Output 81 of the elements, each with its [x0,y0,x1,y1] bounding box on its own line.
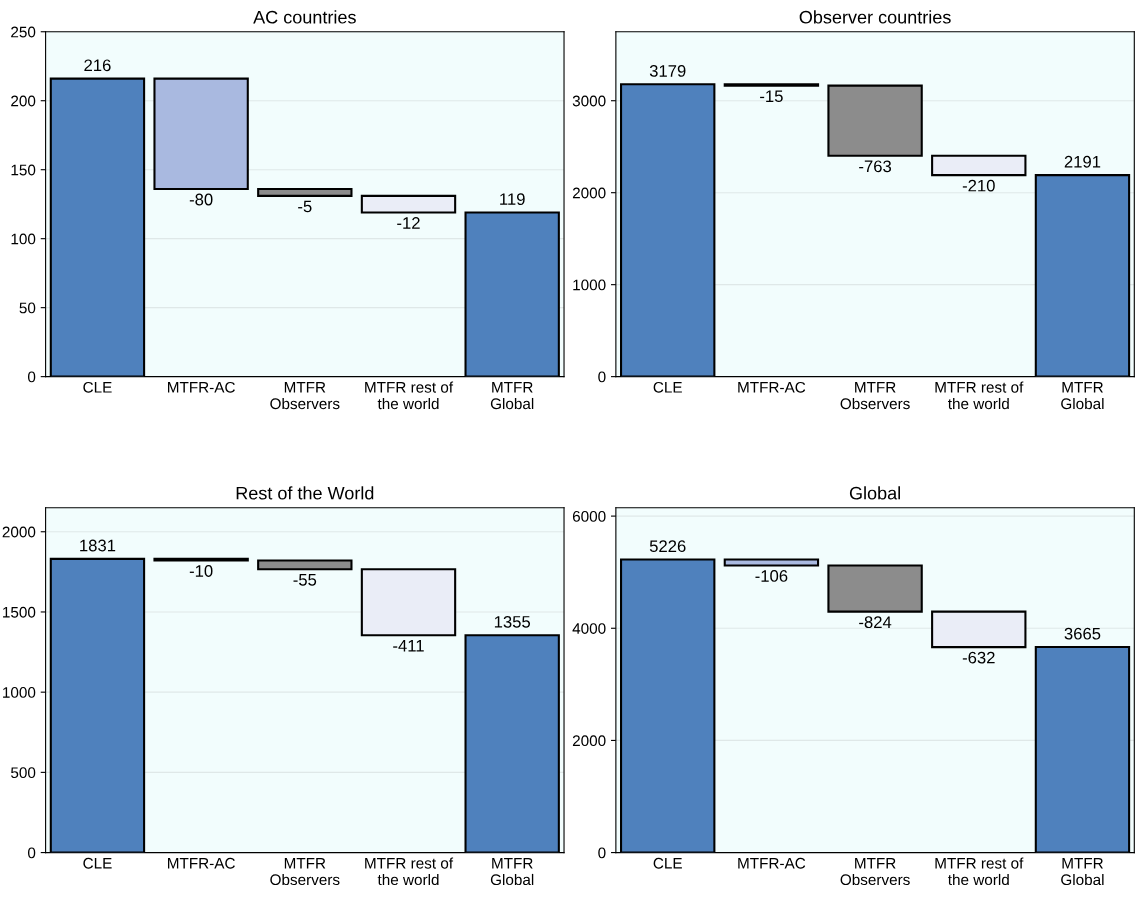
bar [257,559,353,571]
y-tick-label: 2000 [572,187,606,199]
y-tick-label: 500 [11,767,36,779]
y-tick-label: 50 [19,302,36,314]
bar [620,558,716,853]
data-label: -55 [293,574,317,586]
data-label: -632 [962,651,995,664]
chart-title: AC countries [253,10,356,24]
bar [49,557,146,853]
bar [464,634,560,853]
bar [620,83,716,377]
x-tick-label: MTFR rest of the world [935,857,1024,886]
bar [931,610,1027,649]
data-label: 2191 [1064,155,1101,168]
y-tick-label: 2000 [2,526,36,538]
bar [257,187,353,197]
x-tick-label: CLE [83,857,112,869]
data-label: 3179 [649,65,686,77]
y-tick-label: 100 [11,233,36,245]
x-tick-label: MTFR-AC [168,857,235,869]
data-label: 216 [84,59,111,72]
x-tick-label: CLE [83,381,112,393]
bar [49,77,146,377]
x-tick-label: MTFR-AC [168,381,235,393]
y-tick-label: 150 [11,164,36,176]
data-label: -12 [397,217,420,229]
bar [827,564,923,613]
x-tick-label: MTFR rest of the world [365,857,454,886]
chart-title: Rest of the World [236,486,374,500]
y-tick-label: 4000 [572,623,606,634]
bar [464,211,560,377]
x-tick-label: MTFR Observers [270,382,340,410]
data-label: 1831 [80,539,116,552]
y-tick-label: 1000 [3,687,36,698]
data-label: -80 [189,193,213,206]
x-tick-label: MTFR Global [490,382,534,410]
chart-title: Observer countries [799,10,951,24]
data-label: -106 [755,570,788,582]
y-tick-label: 6000 [572,510,606,522]
data-label: -763 [859,160,892,173]
bar [360,568,457,637]
data-label: 119 [500,193,525,206]
data-label: 1355 [494,615,531,628]
bar [827,84,923,157]
y-tick-label: 2000 [572,735,606,747]
x-tick-label: MTFR Global [1061,858,1104,886]
data-label: 3665 [1064,627,1101,640]
y-tick-label: 0 [598,847,606,859]
y-tick-label: 0 [27,847,36,859]
y-tick-label: 1000 [573,279,606,291]
y-tick-label: 0 [27,371,36,383]
data-label: -15 [760,90,783,103]
bar [1034,174,1131,377]
data-label: 5226 [649,540,686,553]
y-tick-label: 1500 [3,606,36,618]
x-tick-label: MTFR Global [490,858,534,886]
y-tick-label: 200 [11,95,36,107]
bar [153,77,249,191]
data-label: -5 [298,200,312,213]
y-tick-label: 3000 [572,95,606,107]
y-tick-label: 250 [11,26,36,38]
x-tick-label: MTFR Observers [840,858,910,886]
x-tick-label: MTFR rest of the world [935,381,1024,410]
x-tick-label: MTFR rest of the world [365,381,454,410]
x-tick-label: MTFR-AC [738,381,806,393]
x-tick-label: CLE [653,381,682,393]
y-tick-label: 0 [598,371,606,383]
x-tick-label: CLE [653,857,682,869]
bar [1034,646,1131,853]
bar [723,558,820,567]
bar [931,154,1027,177]
data-label: -824 [859,616,892,629]
data-label: -10 [189,565,213,577]
x-tick-label: MTFR Global [1061,382,1104,410]
bar [360,194,457,214]
x-tick-label: MTFR Observers [840,382,910,410]
chart-title: Global [849,486,900,500]
data-label: -411 [393,640,424,652]
x-tick-label: MTFR-AC [738,857,806,869]
data-label: -210 [962,179,995,192]
x-tick-label: MTFR Observers [270,858,340,886]
